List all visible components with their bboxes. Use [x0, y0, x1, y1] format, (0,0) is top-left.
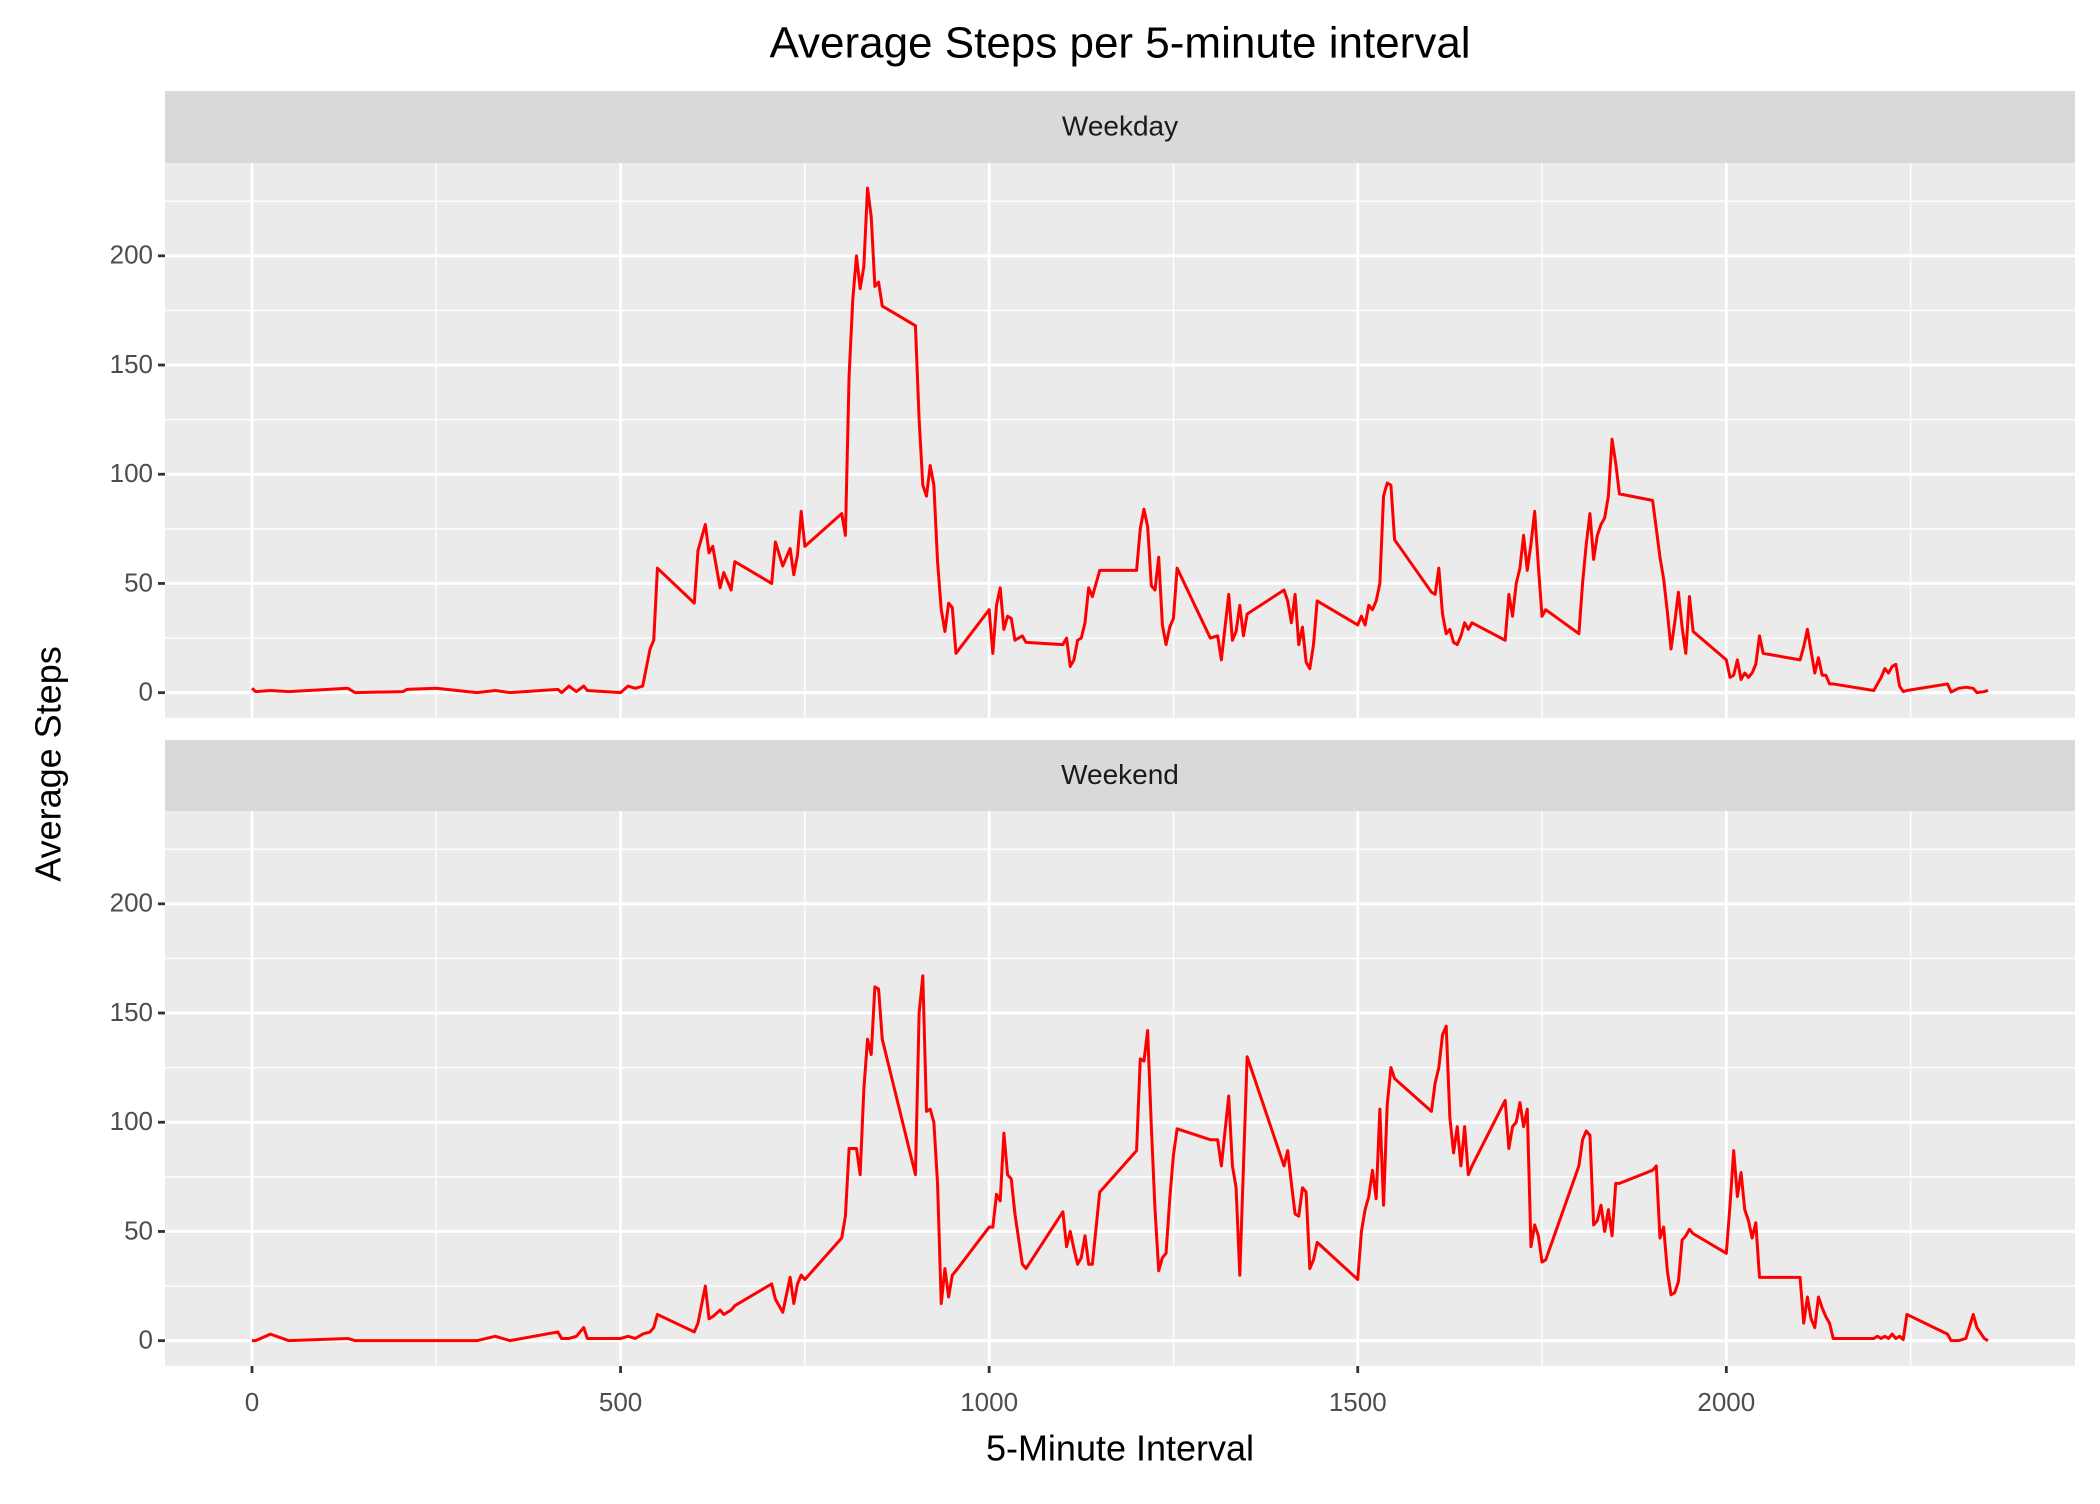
x-tick-label: 1000	[960, 1387, 1018, 1417]
chart-title: Average Steps per 5-minute interval	[769, 19, 1470, 68]
x-tick-label: 500	[599, 1387, 642, 1417]
x-tick-label: 2000	[1697, 1387, 1755, 1417]
facet-strip	[165, 740, 2075, 811]
y-tick-label: 150	[110, 997, 153, 1027]
y-axis-title: Average Steps	[28, 646, 69, 882]
panel-background	[165, 163, 2075, 718]
x-tick-label: 0	[245, 1387, 259, 1417]
x-tick-label: 1500	[1329, 1387, 1387, 1417]
y-tick-label: 0	[139, 677, 153, 707]
facet-label: Weekday	[1062, 110, 1178, 141]
panel-background	[165, 811, 2075, 1366]
data-line	[251, 974, 1989, 1343]
y-tick-label: 100	[110, 1106, 153, 1136]
y-tick-label: 200	[110, 888, 153, 918]
y-tick-label: 50	[124, 1215, 153, 1245]
facet-label: Weekend	[1061, 759, 1179, 790]
x-axis-title: 5-Minute Interval	[986, 1428, 1254, 1469]
y-tick-label: 0	[139, 1325, 153, 1355]
y-tick-label: 50	[124, 567, 153, 597]
y-tick-label: 100	[110, 458, 153, 488]
data-line	[250, 186, 1989, 695]
y-tick-label: 200	[110, 240, 153, 270]
facet-strip	[165, 91, 2075, 163]
y-tick-label: 150	[110, 349, 153, 379]
